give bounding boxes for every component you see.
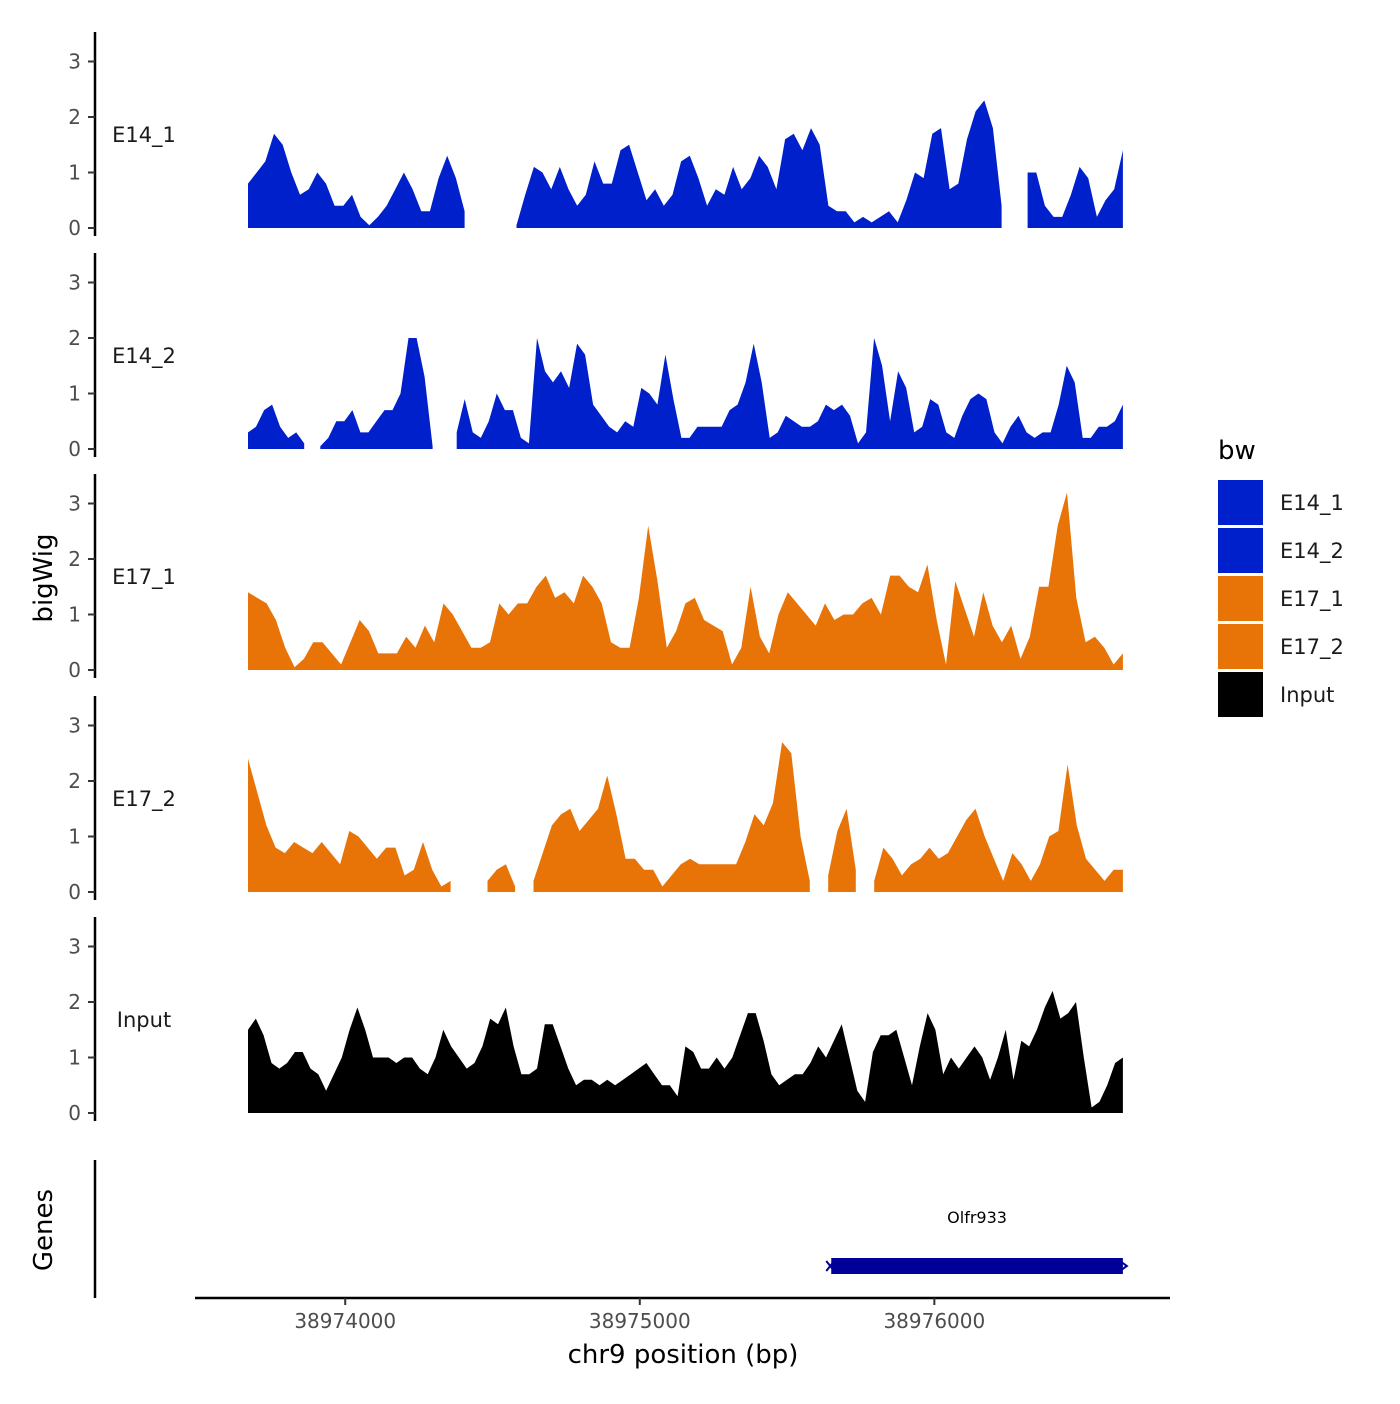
y-tick-label: 0 [68, 437, 81, 461]
coverage-area-e14_2 [248, 404, 305, 449]
coverage-area-e14_1 [516, 100, 1002, 228]
legend-label: E14_2 [1280, 539, 1344, 564]
x-tick-label: 38976000 [883, 1309, 985, 1333]
coverage-area-e17_2 [533, 742, 810, 892]
legend-swatch [1218, 528, 1263, 573]
track-e17_1: 0 1 2 3 E17_1 [68, 474, 1123, 682]
x-tick-label: 38974000 [294, 1309, 396, 1333]
coverage-area-e17_2 [874, 764, 1123, 892]
coverage-area-e14_1 [1027, 150, 1123, 228]
y-tick-label: 3 [68, 50, 81, 74]
y-tick-label: 0 [68, 1101, 81, 1125]
y-tick-label: 2 [68, 547, 81, 571]
track-label: Input [117, 1008, 171, 1032]
y-tick-label: 3 [68, 271, 81, 295]
x-axis: chr9 position (bp) 38974000 38975000 38976… [195, 1296, 1170, 1370]
x-axis-title: chr9 position (bp) [568, 1340, 799, 1370]
y-tick-label: 1 [68, 382, 81, 406]
tracks-layer: 0 1 2 3 E14_1 0 1 2 3 E14_2 0 1 2 3 E17_1 0 1 2 3 E17_2 0 1 2 3… [68, 32, 1123, 1125]
y-tick-label: 1 [68, 161, 81, 185]
y-tick-label: 2 [68, 105, 81, 129]
legend-swatch [1218, 576, 1263, 621]
y-tick-label: 2 [68, 769, 81, 793]
y-tick-label: 3 [68, 935, 81, 959]
track-input: 0 1 2 3 Input [68, 917, 1123, 1125]
gene-body [831, 1258, 1123, 1274]
coverage-area-e17_2 [828, 808, 856, 892]
coverage-area-e14_1 [248, 133, 465, 228]
genes-panel: Genes Olfr933 [29, 1160, 1129, 1298]
legend-swatch [1218, 624, 1263, 669]
legend-swatch [1218, 480, 1263, 525]
legend-label: E17_1 [1280, 587, 1344, 612]
gene-end-marker [1119, 1260, 1129, 1272]
track-label: E17_1 [112, 565, 176, 590]
gene-strand-marker [825, 1260, 836, 1272]
coverage-area-e17_2 [487, 864, 516, 892]
coverage-area-e17_1 [248, 492, 1123, 670]
coverage-area-e14_2 [456, 338, 1123, 449]
genes-panel-title: Genes [29, 1189, 59, 1271]
y-axis-title: bigWig [29, 533, 59, 622]
legend-label: E14_1 [1280, 491, 1344, 516]
y-tick-label: 0 [68, 658, 81, 682]
track-e14_2: 0 1 2 3 E14_2 [68, 253, 1123, 461]
track-label: E14_2 [112, 344, 176, 369]
y-tick-label: 1 [68, 1046, 81, 1070]
legend-label: Input [1280, 683, 1334, 707]
y-tick-label: 1 [68, 825, 81, 849]
y-tick-label: 2 [68, 326, 81, 350]
legend-swatch [1218, 672, 1263, 717]
legend: bw E14_1 E14_2 E17_1 E17_2 Input [1218, 436, 1344, 717]
track-label: E17_2 [112, 787, 176, 812]
legend-title: bw [1218, 436, 1256, 466]
y-tick-label: 0 [68, 880, 81, 904]
coverage-area-input [248, 990, 1123, 1113]
y-tick-label: 0 [68, 216, 81, 240]
track-e17_2: 0 1 2 3 E17_2 [68, 696, 1123, 904]
x-tick-label: 38975000 [589, 1309, 691, 1333]
coverage-area-e17_2 [248, 758, 451, 892]
gene-label: Olfr933 [947, 1208, 1007, 1227]
y-tick-label: 1 [68, 603, 81, 627]
track-e14_1: 0 1 2 3 E14_1 [68, 32, 1123, 240]
legend-label: E17_2 [1280, 635, 1344, 660]
coverage-area-e14_2 [320, 338, 433, 449]
y-tick-label: 3 [68, 492, 81, 516]
y-tick-label: 2 [68, 990, 81, 1014]
track-label: E14_1 [112, 123, 176, 148]
y-tick-label: 3 [68, 714, 81, 738]
